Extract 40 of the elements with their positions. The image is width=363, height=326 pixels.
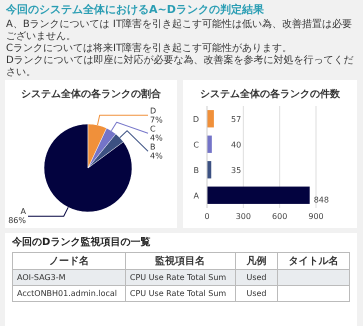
y-tick-label: B: [194, 166, 199, 175]
text: Cランクについては将来IT障害を引き起こす可能性があります。: [6, 43, 294, 54]
category-label: 監視項目名: [125, 252, 236, 270]
data-label: 86%: [8, 216, 26, 226]
text: AcctONBH01.admin.local: [17, 289, 118, 298]
data-label: 848: [314, 195, 329, 204]
data-label: 7%: [150, 115, 164, 124]
text: CPU Use Rate Total Sum: [130, 289, 226, 298]
text: AOI-SAG3-M: [17, 273, 66, 282]
category-label: 凡例: [235, 252, 278, 270]
data-label: 57: [231, 114, 242, 124]
bar: [207, 136, 212, 153]
text: 今回のシステム全体におけるA~Dランクの判定結果: [6, 3, 265, 17]
y-tick-label: C: [193, 140, 200, 150]
text: A、Bランクについては IT障害を引き起こす可能性は低い為、改善措置は必要ございません。: [6, 19, 353, 42]
data-label: 35: [231, 166, 242, 175]
x-tick-label: 0: [204, 212, 210, 221]
text: Used: [246, 289, 267, 298]
category-label: タイトル名: [278, 252, 350, 270]
category-label: ノード名: [12, 252, 126, 270]
slice-label: D: [150, 106, 156, 116]
slice-label: C: [150, 124, 156, 134]
chart-title: システム全体の各ランクの件数: [200, 88, 341, 100]
x-tick-label: 300: [236, 212, 251, 221]
bar: [207, 186, 310, 204]
x-tick-label: 900: [308, 212, 324, 221]
slice-label: B: [150, 142, 156, 152]
data-label: 40: [231, 140, 242, 150]
text: CPU Use Rate Total Sum: [130, 273, 226, 282]
slice-label: A: [20, 207, 27, 216]
text: Used: [246, 273, 267, 282]
text: Dランクについては即座に対応が必要な為、改善案を参考に対処を行ってください。: [6, 55, 355, 79]
data-label: 4%: [150, 151, 164, 160]
text: 今回のDランク監視項目の一覧: [12, 236, 152, 249]
chart-title: システム全体の各ランクの割合: [21, 88, 162, 100]
y-tick-label: A: [194, 191, 200, 200]
data-label: 4%: [150, 133, 164, 142]
y-tick-label: D: [192, 114, 199, 124]
bar: [207, 110, 214, 128]
x-tick-label: 600: [272, 212, 288, 221]
